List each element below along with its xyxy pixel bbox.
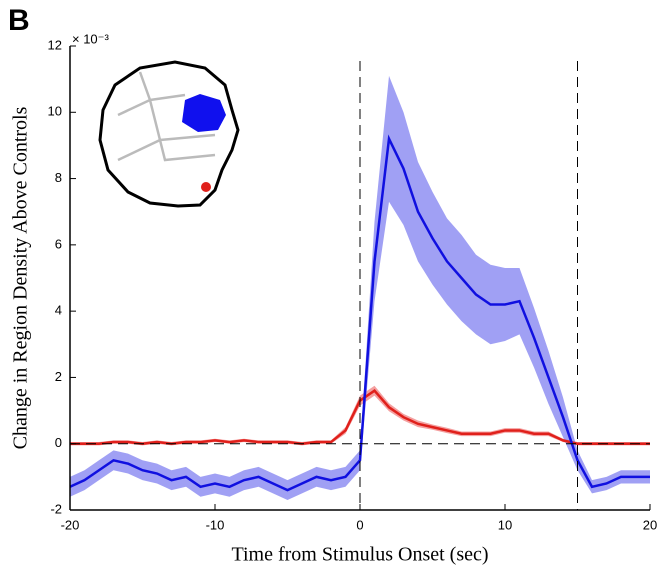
target-region [182,94,226,132]
y-tick-label: 10 [48,104,62,119]
x-tick-label: 0 [356,517,363,532]
x-tick-label: -20 [61,517,80,532]
y-tick-label: 8 [55,170,62,185]
panel-label: B [8,4,30,37]
y-tick-label: 12 [48,37,62,52]
mean-line [69,134,650,492]
y-tick-label: 2 [55,369,62,384]
x-tick-label: 10 [498,517,512,532]
x-axis-title: Time from Stimulus Onset (sec) [231,544,488,566]
control-region [201,182,211,192]
y-tick-label: -2 [50,501,62,516]
exponent-label: × 10⁻³ [72,31,110,46]
y-tick-label: 4 [55,303,62,318]
y-tick-label: 6 [55,236,62,251]
y-axis-title: Change in Region Density Above Controls [10,106,32,449]
x-tick-label: -10 [206,517,225,532]
brain-outline [98,60,240,208]
brain-inset [98,60,240,208]
region-borders [117,71,216,162]
error-band [70,75,650,501]
y-tick-label: 0 [55,435,62,450]
x-tick-label: 20 [643,517,657,532]
